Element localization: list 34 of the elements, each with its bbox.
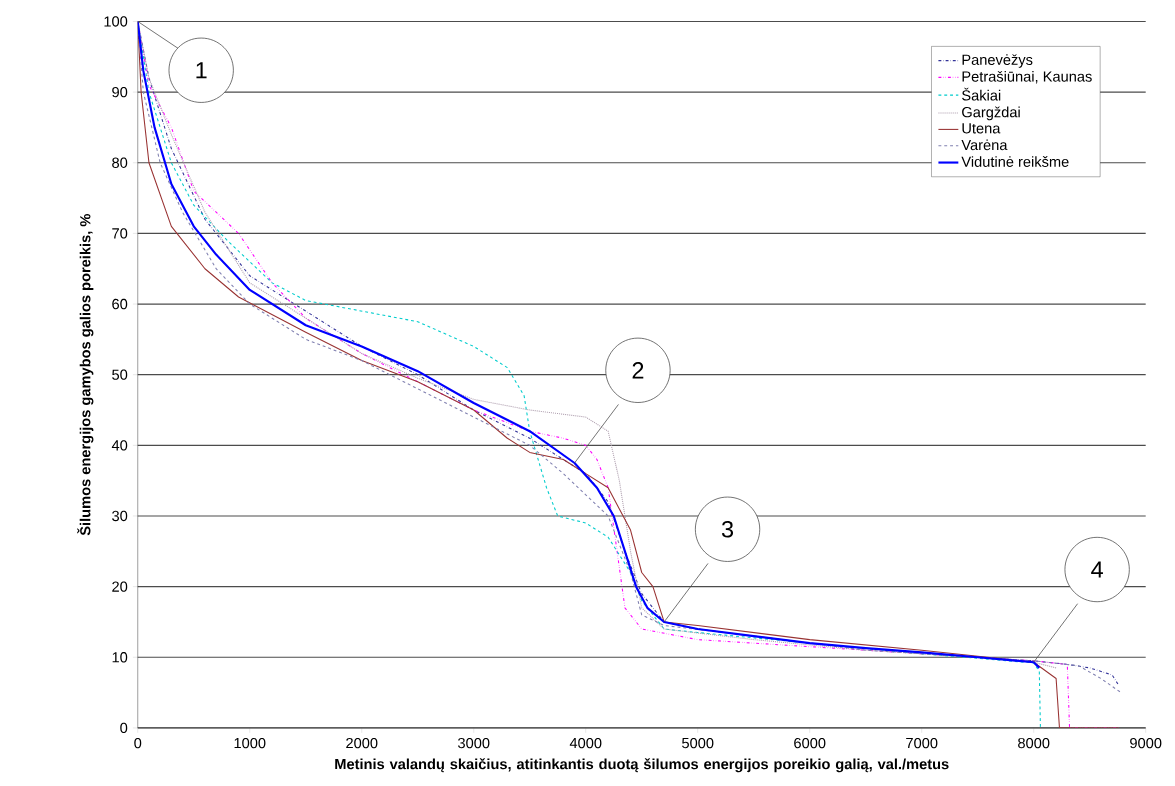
legend-label: Utena bbox=[962, 123, 1001, 134]
x-tick-label: 5000 bbox=[682, 737, 714, 748]
x-tick-label: 8000 bbox=[1018, 737, 1050, 748]
x-tick-label: 3000 bbox=[458, 737, 490, 748]
legend-label: Gargždai bbox=[962, 106, 1020, 120]
x-tick-label: 6000 bbox=[794, 737, 826, 748]
y-tick-label: 70 bbox=[112, 227, 128, 239]
y-tick-label: 100 bbox=[104, 16, 128, 27]
y-tick-label: 90 bbox=[112, 86, 128, 98]
y-tick-label: 80 bbox=[112, 157, 128, 168]
y-tick-label: 40 bbox=[111, 439, 128, 451]
annotation: 3 bbox=[721, 520, 734, 538]
legend-label: Šakiai bbox=[962, 87, 1001, 101]
x-tick-label: 4000 bbox=[569, 737, 602, 748]
annotation: 2 bbox=[632, 361, 644, 379]
y-axis-title: Šilumos energijos gamybos galios poreikis, % bbox=[77, 213, 94, 536]
annotation: 4 bbox=[1091, 561, 1103, 578]
y-tick-label: 0 bbox=[120, 722, 128, 733]
y-tick-label: 50 bbox=[112, 369, 128, 380]
x-tick-label: 1000 bbox=[234, 737, 266, 748]
legend-label: Varėna bbox=[961, 139, 1008, 150]
y-tick-label: 10 bbox=[112, 651, 128, 663]
y-tick-label: 30 bbox=[112, 510, 128, 521]
x-tick-label: 7000 bbox=[906, 737, 938, 748]
legend-label: Petrašiūnai, Kaunas bbox=[962, 70, 1092, 84]
y-tick-label: 20 bbox=[112, 581, 128, 592]
x-tick-label: 0 bbox=[134, 737, 142, 748]
x-tick-label: 2000 bbox=[346, 737, 378, 748]
x-tick-label: 9000 bbox=[1130, 737, 1162, 748]
y-tick-label: 60 bbox=[112, 298, 128, 309]
x-axis-title: Metinis valandų skaičius, atitinkantis duotą šilumos energijos poreikio galią, val./metus bbox=[335, 757, 949, 772]
legend-label: Vidutinė reikšme bbox=[961, 155, 1069, 167]
annotation: 1 bbox=[196, 61, 207, 79]
legend-label: Panevėžys bbox=[962, 53, 1033, 68]
